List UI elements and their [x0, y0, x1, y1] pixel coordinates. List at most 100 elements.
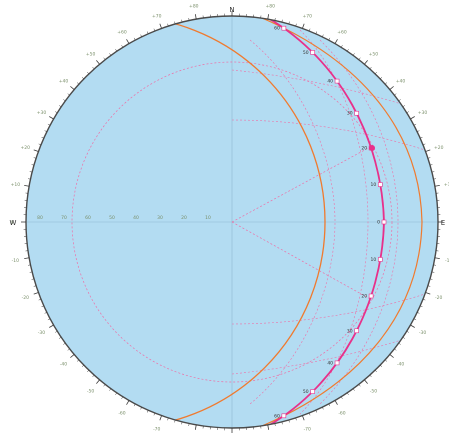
- rim-tick: [431, 171, 435, 173]
- rim-tick: [308, 412, 311, 416]
- rim-tick: [140, 407, 142, 410]
- grid-arc: [231, 333, 421, 375]
- rim-label: 0: [11, 220, 14, 226]
- rim-tick: [398, 99, 401, 102]
- rim-label: +70: [152, 13, 162, 19]
- rim-tick: [115, 49, 118, 52]
- rim-tick: [188, 18, 190, 21]
- rim-tick: [63, 342, 66, 345]
- rim-tick: [96, 60, 100, 65]
- rim-tick: [402, 336, 405, 339]
- rim-label: -70: [153, 427, 160, 433]
- rim-tick: [328, 403, 331, 407]
- rim-label: +30: [418, 110, 428, 116]
- rim-tick: [267, 424, 270, 430]
- rim-tick: [44, 312, 47, 314]
- rim-tick: [389, 86, 394, 90]
- rim-tick: [86, 71, 90, 74]
- rim-tick: [24, 184, 30, 187]
- rim-tick: [103, 384, 106, 387]
- grid-arc: [231, 69, 421, 111]
- rim-tick: [133, 403, 136, 407]
- rim-tick: [267, 14, 270, 20]
- rim-tick: [369, 374, 372, 378]
- rim-tick: [33, 157, 37, 159]
- rim-tick: [174, 21, 176, 25]
- rim-tick: [364, 379, 368, 384]
- rim-tick: [374, 370, 378, 373]
- rim-tick: [274, 18, 276, 21]
- path-marker: [281, 413, 287, 419]
- rim-tick: [433, 178, 436, 180]
- rim-tick: [422, 143, 426, 146]
- rim-tick: [67, 348, 70, 351]
- rim-tick: [24, 257, 30, 260]
- rim-tick: [146, 410, 149, 413]
- rim-tick: [49, 324, 54, 328]
- orange-curve: [26, 16, 326, 428]
- diagonal-line-upper: [231, 145, 373, 223]
- diagonal-line-lower: [231, 221, 373, 301]
- grid-arc: [231, 119, 426, 151]
- path-marker-label: 10: [371, 257, 377, 263]
- equator-label: 10: [205, 215, 211, 221]
- rim-label: +60: [337, 29, 347, 35]
- rim-tick: [340, 396, 343, 399]
- rim-label: -20: [435, 295, 442, 301]
- path-marker-label: 50: [303, 50, 309, 56]
- grid-arc: [319, 39, 399, 405]
- rim-tick: [398, 342, 401, 345]
- rim-label: -30: [38, 330, 45, 336]
- rim-tick: [346, 49, 349, 52]
- rim-tick: [76, 82, 80, 85]
- rim-label: +80: [189, 3, 199, 9]
- path-marker-label: 20: [361, 293, 367, 299]
- rim-tick: [153, 28, 156, 32]
- cardinal-right: E: [441, 219, 445, 227]
- rim-tick: [434, 257, 440, 260]
- rim-tick: [364, 60, 368, 65]
- rim-label: -40: [397, 361, 404, 367]
- rim-tick: [167, 417, 169, 421]
- rim-tick: [328, 37, 331, 41]
- rim-tick: [406, 330, 409, 333]
- rim-label: -60: [338, 411, 345, 417]
- rim-tick: [159, 23, 162, 29]
- grid-arc: [299, 29, 369, 415]
- rim-tick: [374, 71, 378, 74]
- rim-tick: [431, 271, 435, 273]
- rim-tick: [174, 419, 176, 423]
- path-marker-label: 30: [347, 328, 353, 334]
- rim-tick: [410, 116, 415, 120]
- rim-tick: [49, 116, 54, 120]
- equator-label: 50: [109, 215, 115, 221]
- inner-dotted-circle: [71, 61, 393, 383]
- rim-tick: [429, 164, 433, 166]
- rim-tick: [427, 285, 431, 287]
- rim-tick: [194, 424, 197, 430]
- rim-label: +60: [117, 29, 127, 35]
- equator-label: 80: [37, 215, 43, 221]
- rim-tick: [334, 400, 338, 405]
- grid-arc: [231, 293, 426, 325]
- rim-tick: [281, 421, 283, 425]
- rim-tick: [315, 31, 318, 34]
- rim-tick: [417, 312, 420, 314]
- path-marker-label: 40: [327, 360, 333, 366]
- rim-tick: [115, 392, 118, 395]
- rim-label: -20: [22, 295, 29, 301]
- rim-tick: [67, 93, 70, 96]
- rim-tick: [44, 130, 47, 132]
- rim-tick: [194, 14, 197, 20]
- rim-tick: [288, 419, 290, 423]
- path-marker: [310, 50, 315, 55]
- rim-tick: [70, 86, 75, 90]
- rim-tick: [167, 23, 169, 27]
- rim-tick: [181, 19, 183, 23]
- rim-tick: [109, 53, 112, 56]
- rim-tick: [63, 99, 66, 102]
- path-marker-label: 50: [303, 389, 309, 395]
- orange-curve-right: [261, 17, 423, 427]
- path-marker-label: 10: [371, 182, 377, 188]
- rim-tick: [28, 264, 31, 266]
